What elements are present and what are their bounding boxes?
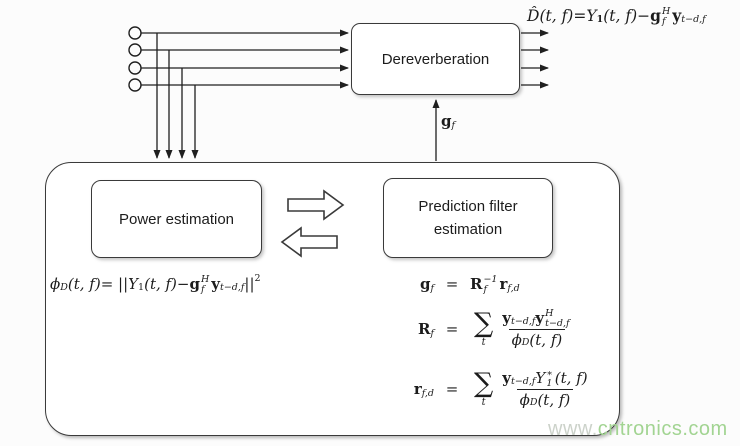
mic-port-icon bbox=[128, 78, 142, 92]
mic-port-icon bbox=[128, 43, 142, 57]
prediction-filter-label: Prediction filter estimation bbox=[418, 197, 518, 238]
input-arrows bbox=[141, 29, 349, 89]
prediction-filter-eq-rfd: r f,d = ∑ t y t−d,f Y ∗ 1 (t, f) ϕ D (t, f) bbox=[392, 358, 591, 420]
power-estimation-label: Power estimation bbox=[118, 210, 235, 228]
equals-sign: = bbox=[445, 275, 459, 293]
power-estimation-box: Power estimation bbox=[91, 180, 262, 258]
eq-rhs: R −1 f r f,d bbox=[470, 274, 520, 295]
dereverberation-label: Dereverberation bbox=[381, 50, 490, 68]
watermark-prefix: www. bbox=[548, 418, 598, 440]
eq-rhs: ∑ t y t−d,f Y ∗ 1 (t, f) ϕ D (t, f) bbox=[474, 368, 588, 409]
mic-port-icon bbox=[128, 61, 142, 75]
tap-down-arrows bbox=[153, 33, 199, 159]
output-arrows bbox=[521, 29, 549, 89]
dereverberation-box: Dereverberation bbox=[351, 23, 520, 95]
equals-sign: = bbox=[445, 380, 459, 398]
mic-port-icons bbox=[128, 26, 142, 92]
mic-port-icon bbox=[128, 26, 142, 40]
prediction-filter-box: Prediction filter estimation bbox=[383, 178, 553, 258]
watermark-text: cntronics.com bbox=[597, 418, 728, 440]
eq-lhs: r f,d bbox=[413, 380, 434, 399]
equals-sign: = bbox=[445, 320, 459, 338]
watermark: www.cntronics.com bbox=[548, 418, 728, 441]
